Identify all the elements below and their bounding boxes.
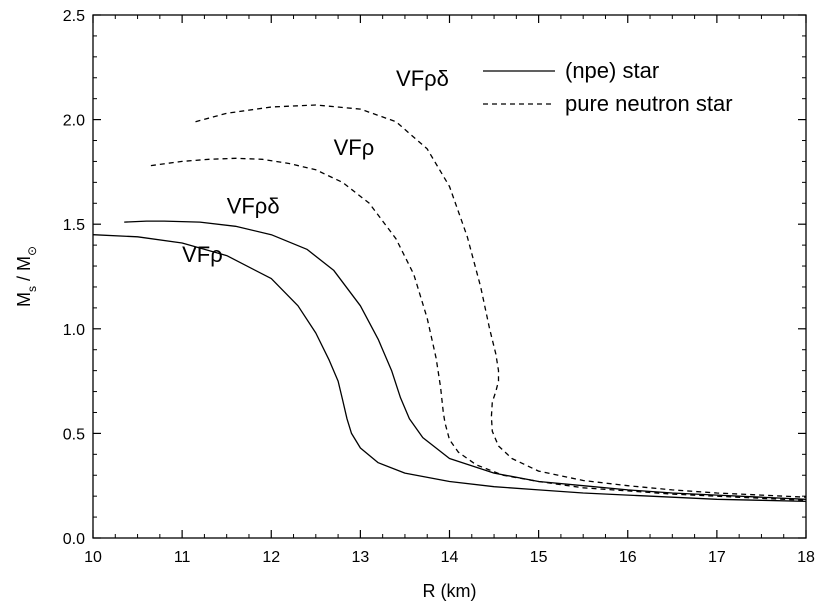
- x-tick-label: 13: [351, 549, 369, 566]
- x-tick-label: 11: [174, 549, 191, 566]
- y-axis-label: Ms / M⊙: [14, 246, 39, 307]
- axis-ticks: 10 11 12 13 14 15 16 17 18 0.0 0.5 1.0 1.5 2.0 2.5: [63, 8, 815, 566]
- x-tick-label: 12: [262, 549, 280, 566]
- x-tick-label: 17: [708, 549, 726, 566]
- series-line-dashed-3: [150, 157, 807, 501]
- y-tick-label: 1.5: [63, 217, 85, 234]
- series-line-solid-1: [92, 234, 807, 503]
- curve-label: VFρδ: [396, 66, 449, 91]
- legend: (npe) star pure neutron star: [483, 58, 733, 116]
- x-axis-label: R (km): [423, 581, 477, 601]
- y-tick-label: 1.0: [63, 322, 85, 339]
- y-tick-label: 0.0: [63, 531, 85, 548]
- y-tick-label: 2.0: [63, 113, 85, 130]
- y-tick-label: 2.5: [63, 8, 85, 25]
- legend-label: (npe) star: [565, 58, 659, 83]
- series-line-solid-2: [124, 220, 807, 500]
- series-line-dashed-4: [195, 104, 807, 498]
- series-lines: [92, 104, 807, 503]
- x-tick-label: 14: [441, 549, 459, 566]
- x-tick-label: 15: [530, 549, 548, 566]
- y-tick-label: 0.5: [63, 426, 85, 443]
- x-tick-label: 18: [797, 549, 815, 566]
- curve-label: VFρ: [182, 242, 223, 267]
- legend-label: pure neutron star: [565, 91, 733, 116]
- curve-label: VFρδ: [227, 194, 280, 219]
- x-tick-label: 16: [619, 549, 637, 566]
- curve-label: VFρ: [334, 135, 375, 160]
- x-tick-label: 10: [84, 549, 102, 566]
